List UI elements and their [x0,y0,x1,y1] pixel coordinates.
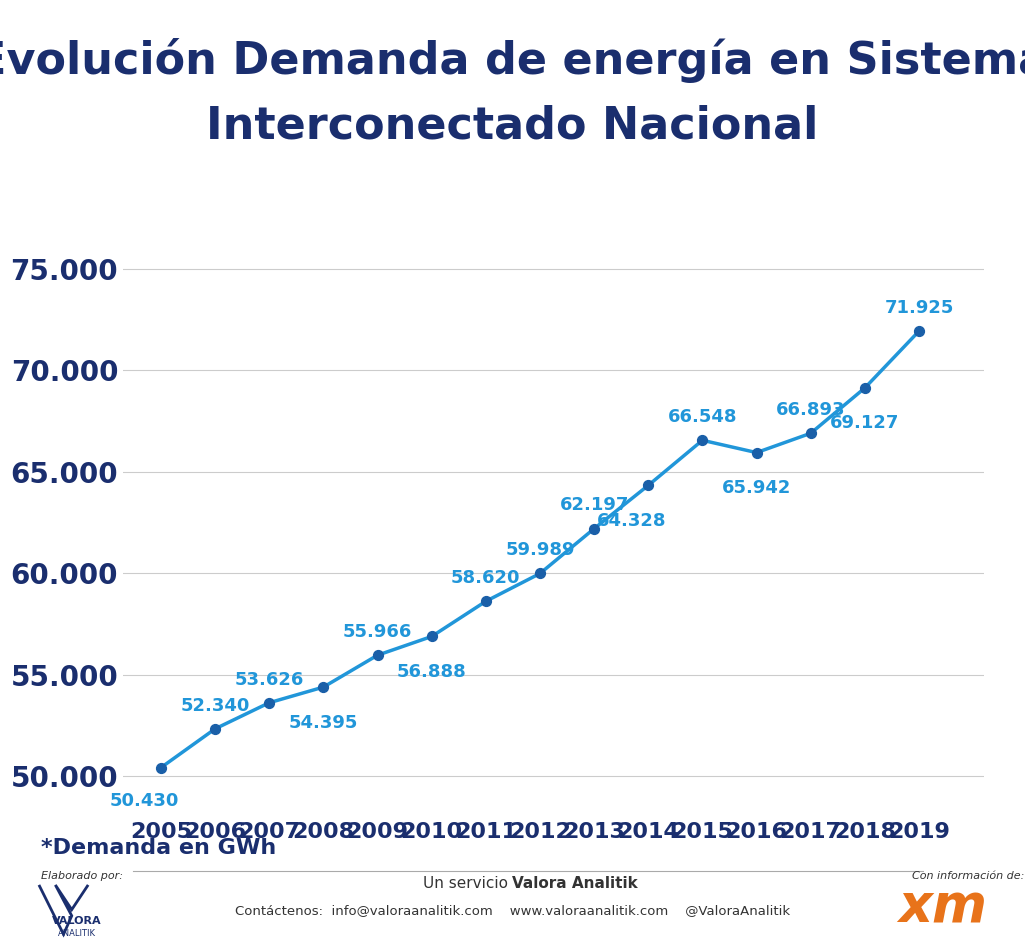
Point [748,445,765,460]
Text: 56.888: 56.888 [397,663,466,681]
Text: 50.430: 50.430 [110,792,179,810]
Point [694,432,710,447]
Point [207,721,223,736]
Text: Interconectado Nacional: Interconectado Nacional [206,104,819,147]
Text: *Demanda en GWh: *Demanda en GWh [41,838,277,858]
Point [803,426,819,441]
Point [423,629,440,644]
Text: 58.620: 58.620 [451,569,521,587]
Text: 55.966: 55.966 [342,623,412,641]
Text: 71.925: 71.925 [885,299,953,317]
Text: Valora Analitik: Valora Analitik [512,876,639,891]
Point [911,323,928,338]
Text: 59.989: 59.989 [505,542,575,560]
Text: 52.340: 52.340 [180,696,250,714]
Text: 53.626: 53.626 [235,671,303,689]
Point [153,760,169,775]
Point [532,566,548,581]
Text: Evolución Demanda de energía en Sistema: Evolución Demanda de energía en Sistema [0,38,1025,83]
Point [586,521,603,536]
Text: VALORA: VALORA [52,916,101,926]
Point [857,380,873,395]
Text: Elaborado por:: Elaborado por: [41,871,123,882]
Text: 62.197: 62.197 [560,497,628,515]
Text: 69.127: 69.127 [830,414,900,432]
Point [640,478,656,493]
Text: 64.328: 64.328 [598,512,667,530]
Point [315,679,331,694]
Text: ANALITIK: ANALITIK [57,929,96,938]
Text: Un servicio: Un servicio [422,876,512,891]
Text: 65.942: 65.942 [722,479,791,497]
Text: Contáctenos:  info@valoraanalitik.com    www.valoraanalitik.com    @ValoraAnalit: Contáctenos: info@valoraanalitik.com www… [235,904,790,918]
Point [478,594,494,609]
Text: 54.395: 54.395 [289,713,358,732]
Text: Con información de:: Con información de: [912,871,1025,882]
Point [369,648,385,663]
Point [261,695,278,711]
Text: xm: xm [899,882,987,933]
Text: 66.548: 66.548 [667,408,737,426]
Text: 66.893: 66.893 [776,401,846,419]
